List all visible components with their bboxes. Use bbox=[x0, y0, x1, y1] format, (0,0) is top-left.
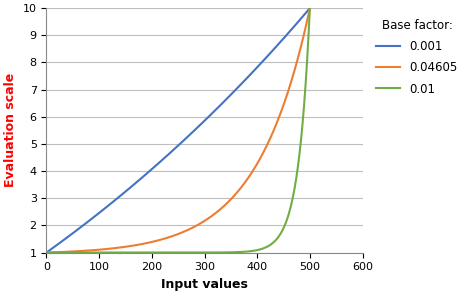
0.001 bbox=[299, 16, 305, 19]
0.01 bbox=[172, 251, 177, 254]
0.04605 bbox=[57, 250, 63, 254]
Line: 0.01: 0.01 bbox=[46, 8, 310, 253]
0.01 bbox=[307, 6, 313, 10]
0.04605 bbox=[307, 6, 313, 10]
X-axis label: Input values: Input values bbox=[161, 278, 248, 291]
0.01 bbox=[299, 127, 305, 130]
0.04605 bbox=[251, 168, 257, 171]
0.01 bbox=[251, 249, 257, 253]
0.01 bbox=[299, 125, 305, 129]
0.04605 bbox=[299, 40, 305, 44]
0.001 bbox=[43, 251, 49, 254]
0.01 bbox=[43, 251, 49, 254]
Y-axis label: Evaluation scale: Evaluation scale bbox=[4, 73, 17, 188]
0.04605 bbox=[165, 236, 170, 240]
0.001 bbox=[172, 147, 177, 151]
Line: 0.001: 0.001 bbox=[46, 8, 310, 253]
Line: 0.04605: 0.04605 bbox=[46, 8, 310, 253]
0.01 bbox=[165, 251, 170, 254]
0.001 bbox=[251, 69, 257, 73]
Legend: 0.001, 0.04605, 0.01: 0.001, 0.04605, 0.01 bbox=[372, 14, 462, 100]
0.04605 bbox=[43, 251, 49, 254]
0.001 bbox=[307, 6, 313, 10]
0.01 bbox=[57, 251, 63, 254]
0.04605 bbox=[172, 234, 177, 237]
0.04605 bbox=[299, 40, 305, 43]
0.001 bbox=[57, 241, 63, 245]
0.001 bbox=[299, 15, 305, 19]
0.001 bbox=[165, 153, 170, 157]
